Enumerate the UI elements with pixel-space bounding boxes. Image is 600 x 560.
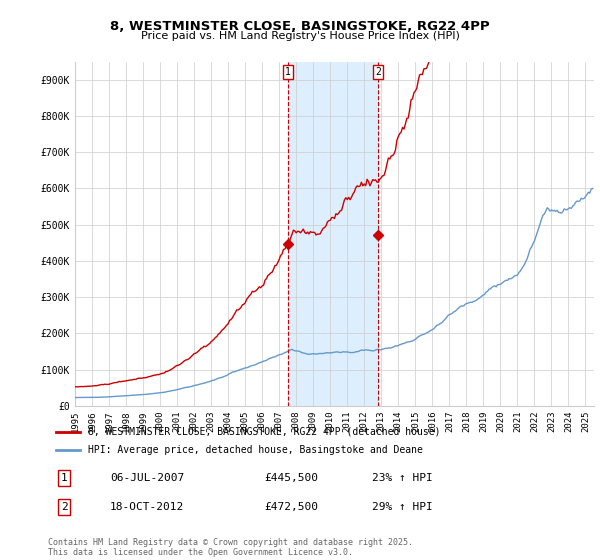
Text: 8, WESTMINSTER CLOSE, BASINGSTOKE, RG22 4PP: 8, WESTMINSTER CLOSE, BASINGSTOKE, RG22 … (110, 20, 490, 32)
Text: Contains HM Land Registry data © Crown copyright and database right 2025.
This d: Contains HM Land Registry data © Crown c… (48, 538, 413, 557)
Text: 06-JUL-2007: 06-JUL-2007 (110, 473, 184, 483)
Text: 23% ↑ HPI: 23% ↑ HPI (372, 473, 433, 483)
Text: 2: 2 (375, 67, 381, 77)
Text: 8, WESTMINSTER CLOSE, BASINGSTOKE, RG22 4PP (detached house): 8, WESTMINSTER CLOSE, BASINGSTOKE, RG22 … (89, 427, 441, 437)
Text: £472,500: £472,500 (264, 502, 318, 512)
Text: HPI: Average price, detached house, Basingstoke and Deane: HPI: Average price, detached house, Basi… (89, 445, 424, 455)
Text: 29% ↑ HPI: 29% ↑ HPI (372, 502, 433, 512)
Bar (288, 62, 378, 406)
Text: 18-OCT-2012: 18-OCT-2012 (110, 502, 184, 512)
Text: 1: 1 (61, 473, 68, 483)
Text: £445,500: £445,500 (264, 473, 318, 483)
Text: 2: 2 (61, 502, 68, 512)
Text: Price paid vs. HM Land Registry's House Price Index (HPI): Price paid vs. HM Land Registry's House … (140, 31, 460, 41)
Text: 1: 1 (285, 67, 291, 77)
